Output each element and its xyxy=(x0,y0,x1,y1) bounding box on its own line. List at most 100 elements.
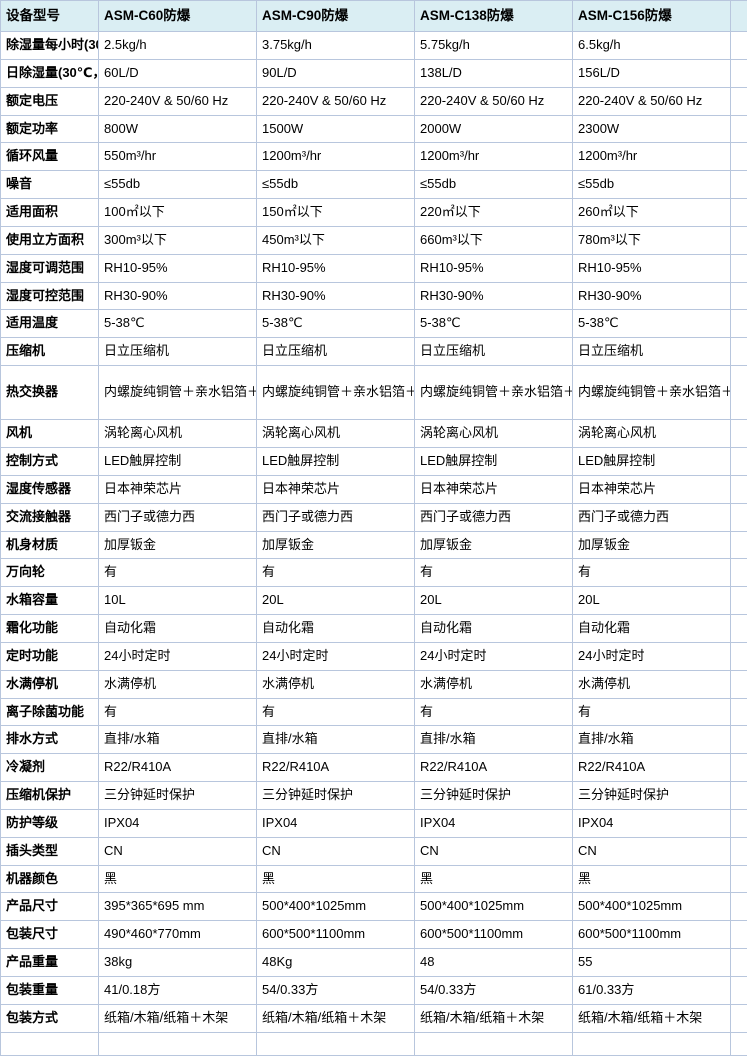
row-label: 额定电压 xyxy=(1,87,99,115)
table-row: 热交换器内螺旋纯铜管＋亲水铝箔＋亲水膜内螺旋纯铜管＋亲水铝箔＋亲水膜内螺旋纯铜管… xyxy=(1,366,747,420)
row-value: LED触屏控制 xyxy=(415,447,573,475)
row-label: 控制方式 xyxy=(1,447,99,475)
row-value: 内螺旋纯铜管＋亲水铝箔＋亲水膜 xyxy=(415,366,573,420)
row-value: R22/R410A xyxy=(257,754,415,782)
row-value xyxy=(731,199,747,227)
row-value: 5-38℃ xyxy=(99,310,257,338)
row-label: 冷凝剂 xyxy=(1,754,99,782)
row-label: 适用温度 xyxy=(1,310,99,338)
row-value: 日本神荣芯片 xyxy=(99,475,257,503)
row-value: 水满停机 xyxy=(573,670,731,698)
row-value: 有 xyxy=(415,698,573,726)
row-value: 水满停机 xyxy=(415,670,573,698)
column-header-model-c5 xyxy=(731,1,747,32)
row-label: 包装尺寸 xyxy=(1,921,99,949)
row-value: 纸箱/木箱/纸箱＋木架 xyxy=(415,1004,573,1032)
row-value: 有 xyxy=(99,698,257,726)
row-value xyxy=(731,670,747,698)
row-value: 5.75kg/h xyxy=(415,32,573,60)
row-value: LED触屏控制 xyxy=(257,447,415,475)
row-value xyxy=(731,282,747,310)
row-value: 260㎡以下 xyxy=(573,199,731,227)
row-label: 日除湿量(30℃，80%RH) xyxy=(1,59,99,87)
row-value: 220-240V & 50/60 Hz xyxy=(573,87,731,115)
row-value xyxy=(731,226,747,254)
table-row: 万向轮有有有有 xyxy=(1,559,747,587)
table-row: 水满停机水满停机水满停机水满停机水满停机 xyxy=(1,670,747,698)
row-value: 800W xyxy=(99,115,257,143)
row-value xyxy=(731,87,747,115)
table-row xyxy=(1,1032,747,1055)
row-value: R22/R410A xyxy=(415,754,573,782)
row-label: 包装方式 xyxy=(1,1004,99,1032)
row-value: IPX04 xyxy=(573,809,731,837)
row-label: 除湿量每小时(30℃ 80%RH) xyxy=(1,32,99,60)
row-value: IPX04 xyxy=(257,809,415,837)
row-value: 1500W xyxy=(257,115,415,143)
row-value: 内螺旋纯铜管＋亲水铝箔＋亲水膜 xyxy=(99,366,257,420)
column-header-model-c138: ASM-C138防爆 xyxy=(415,1,573,32)
row-value: 日本神荣芯片 xyxy=(257,475,415,503)
row-value xyxy=(731,782,747,810)
row-value xyxy=(573,1032,731,1055)
row-label xyxy=(1,1032,99,1055)
table-row: 除湿量每小时(30℃ 80%RH)2.5kg/h3.75kg/h5.75kg/h… xyxy=(1,32,747,60)
row-value: 黑 xyxy=(99,865,257,893)
row-label: 离子除菌功能 xyxy=(1,698,99,726)
row-value: 20L xyxy=(415,587,573,615)
row-value: 20L xyxy=(257,587,415,615)
row-value: LED触屏控制 xyxy=(573,447,731,475)
row-value: CN xyxy=(257,837,415,865)
row-value: 395*365*695 mm xyxy=(99,893,257,921)
row-value: 600*500*1100mm xyxy=(415,921,573,949)
row-value: 48Kg xyxy=(257,949,415,977)
row-label: 机身材质 xyxy=(1,531,99,559)
row-value: 三分钟延时保护 xyxy=(415,782,573,810)
row-label: 湿度可调范围 xyxy=(1,254,99,282)
row-value: 24小时定时 xyxy=(415,642,573,670)
row-label: 防护等级 xyxy=(1,809,99,837)
row-value: 涡轮离心风机 xyxy=(573,420,731,448)
table-row: 霜化功能自动化霜自动化霜自动化霜自动化霜 xyxy=(1,615,747,643)
row-value: 西门子或德力西 xyxy=(257,503,415,531)
row-label: 霜化功能 xyxy=(1,615,99,643)
row-value: 有 xyxy=(99,559,257,587)
row-value: 24小时定时 xyxy=(573,642,731,670)
row-value xyxy=(731,949,747,977)
row-value: 涡轮离心风机 xyxy=(415,420,573,448)
row-value: 220㎡以下 xyxy=(415,199,573,227)
table-row: 压缩机日立压缩机日立压缩机日立压缩机日立压缩机 xyxy=(1,338,747,366)
row-value: 2.5kg/h xyxy=(99,32,257,60)
row-value: 日立压缩机 xyxy=(99,338,257,366)
row-value xyxy=(731,559,747,587)
row-value xyxy=(99,1032,257,1055)
row-value: RH30-90% xyxy=(257,282,415,310)
row-value: 涡轮离心风机 xyxy=(257,420,415,448)
row-value: 780m³以下 xyxy=(573,226,731,254)
row-value: 138L/D xyxy=(415,59,573,87)
row-value xyxy=(731,531,747,559)
row-value: 日立压缩机 xyxy=(257,338,415,366)
row-value: 三分钟延时保护 xyxy=(257,782,415,810)
row-value: IPX04 xyxy=(415,809,573,837)
row-value xyxy=(731,447,747,475)
row-value: 三分钟延时保护 xyxy=(573,782,731,810)
row-value: RH10-95% xyxy=(415,254,573,282)
row-value: 日立压缩机 xyxy=(415,338,573,366)
row-value: 660m³以下 xyxy=(415,226,573,254)
row-label: 产品尺寸 xyxy=(1,893,99,921)
row-value xyxy=(257,1032,415,1055)
row-value: CN xyxy=(573,837,731,865)
row-label: 适用面积 xyxy=(1,199,99,227)
row-label: 包装重量 xyxy=(1,977,99,1005)
row-value: 61/0.33方 xyxy=(573,977,731,1005)
